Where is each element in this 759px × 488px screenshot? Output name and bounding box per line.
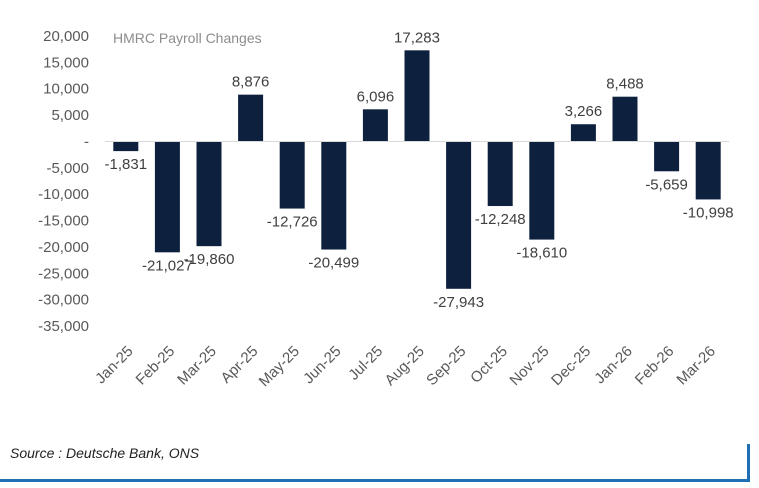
x-tick-label: Jun-25 xyxy=(300,343,344,387)
bar-may-25 xyxy=(279,141,305,209)
y-tick-label: - xyxy=(84,133,89,150)
footer-rule-right xyxy=(747,444,750,482)
x-tick-label: Mar-25 xyxy=(174,343,220,389)
data-label: -20,499 xyxy=(308,255,359,272)
data-label: 8,488 xyxy=(606,76,644,93)
y-tick-label: -5,000 xyxy=(46,160,89,177)
data-label: -10,998 xyxy=(683,204,734,221)
x-tick-label: Mar-26 xyxy=(673,343,719,389)
bar-dec-25 xyxy=(570,124,596,142)
x-tick-label: Sep-25 xyxy=(423,343,469,389)
y-tick-label: -20,000 xyxy=(38,239,89,256)
x-tick-label: Oct-25 xyxy=(467,343,511,387)
bar-aug-25 xyxy=(404,50,430,142)
bar-jan-26 xyxy=(612,96,638,142)
y-tick-label: -10,000 xyxy=(38,186,89,203)
x-tick-label: Feb-25 xyxy=(133,343,179,389)
bar-nov-25 xyxy=(529,141,555,240)
data-label: 3,266 xyxy=(565,103,603,120)
x-tick-label: Jul-25 xyxy=(345,343,386,384)
bar-feb-25 xyxy=(154,141,180,253)
data-label: -5,659 xyxy=(645,176,688,193)
y-tick-label: 15,000 xyxy=(43,54,89,71)
bar-sep-25 xyxy=(446,141,472,289)
y-tick-label: 10,000 xyxy=(43,81,89,98)
source-note: Source : Deutsche Bank, ONS xyxy=(10,445,200,461)
x-tick-label: Feb-26 xyxy=(632,343,678,389)
bar-feb-26 xyxy=(654,141,680,172)
data-label: -18,610 xyxy=(516,245,567,262)
y-tick-label: -15,000 xyxy=(38,213,89,230)
bar-jun-25 xyxy=(321,141,347,250)
data-label: -27,943 xyxy=(433,294,484,311)
x-tick-label: Aug-25 xyxy=(382,343,428,389)
bar-mar-25 xyxy=(196,141,222,247)
x-tick-label: Dec-25 xyxy=(548,343,594,389)
y-tick-label: -30,000 xyxy=(38,292,89,309)
bar-apr-25 xyxy=(238,94,264,142)
bar-jan-25 xyxy=(113,141,139,152)
data-label: 6,096 xyxy=(357,88,395,105)
bar-mar-26 xyxy=(695,141,721,200)
bars xyxy=(113,50,721,289)
x-tick-label: May-25 xyxy=(256,343,303,390)
data-label: -21,027 xyxy=(142,257,193,274)
y-tick-label: -35,000 xyxy=(38,318,89,335)
x-tick-label: Nov-25 xyxy=(506,343,552,389)
x-tick-label: Apr-25 xyxy=(218,343,262,387)
y-axis: 20,000 15,000 10,000 5,000 - -5,000 -10,000 -15… xyxy=(38,28,89,335)
data-label: -1,831 xyxy=(105,156,148,173)
bar-jul-25 xyxy=(362,109,388,142)
y-tick-label: 5,000 xyxy=(51,107,89,124)
x-tick-label: Jan-25 xyxy=(92,343,136,387)
data-label: -12,726 xyxy=(267,214,318,231)
bar-oct-25 xyxy=(487,141,513,207)
data-label: -19,860 xyxy=(184,251,235,268)
data-labels: -1,831 -21,027-19,860 8,876 -12,726 -20,499 6… xyxy=(105,29,734,310)
y-tick-label: 20,000 xyxy=(43,28,89,45)
bar-chart: 20,000 15,000 10,000 5,000 - -5,000 -10,000 -15… xyxy=(38,28,734,390)
data-label: -12,248 xyxy=(475,211,526,228)
y-tick-label: -25,000 xyxy=(38,265,89,282)
chart-title: HMRC Payroll Changes xyxy=(113,30,262,46)
x-tick-label: Jan-26 xyxy=(591,343,635,387)
data-label: 17,283 xyxy=(394,29,440,46)
data-label: 8,876 xyxy=(232,74,270,91)
footer-rule-bottom xyxy=(0,479,750,482)
